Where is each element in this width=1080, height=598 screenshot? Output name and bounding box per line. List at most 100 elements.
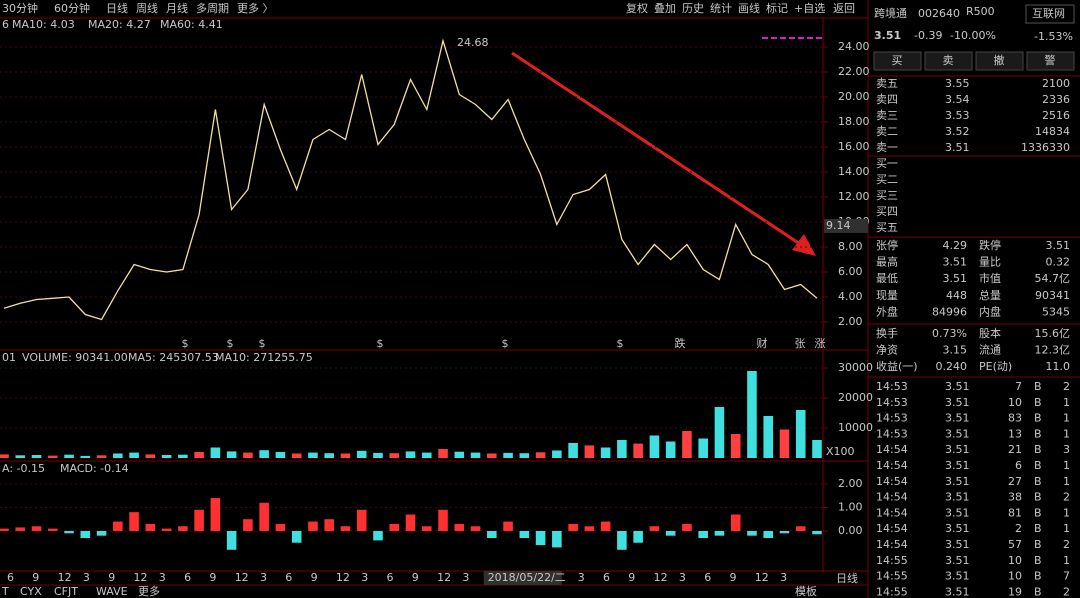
indicator-label: 6	[2, 18, 9, 31]
ask-label: 卖二	[876, 125, 898, 138]
period-tab[interactable]: 60分钟	[54, 1, 90, 15]
event-marker: $	[617, 337, 624, 350]
trade-volume: 57	[1008, 538, 1022, 551]
period-tab[interactable]: 更多 〉	[237, 1, 274, 15]
tool-button[interactable]: +自选	[794, 2, 825, 15]
trade-count: 1	[1063, 475, 1070, 488]
volume-bar	[568, 443, 578, 458]
bottom-tab[interactable]: CFJT	[54, 585, 78, 598]
stat-label: 收益(一)	[876, 359, 918, 373]
x-tick-label: 6	[603, 571, 610, 584]
tool-button[interactable]: 画线	[738, 1, 760, 15]
trade-button[interactable]	[924, 51, 973, 71]
bottom-tab[interactable]: WAVE	[96, 585, 128, 598]
trade-price: 3.51	[945, 491, 970, 504]
tool-button[interactable]: 复权	[626, 1, 648, 15]
macd-bar	[584, 526, 595, 531]
volume-bar	[291, 453, 302, 458]
stat-label: 换手	[876, 326, 898, 340]
volume-bar	[649, 435, 660, 458]
bid-label: 买五	[876, 221, 898, 234]
macd-bar	[129, 512, 139, 531]
macd-bar	[487, 530, 497, 539]
volume-bar	[259, 450, 269, 458]
trade-count: 2	[1063, 380, 1070, 393]
trade-volume: 81	[1008, 506, 1022, 519]
y-tick-label: 18.00	[838, 115, 870, 128]
period-tab[interactable]: 30分钟	[2, 1, 38, 15]
trade-button[interactable]	[873, 51, 922, 71]
trade-count: 1	[1063, 427, 1070, 440]
macd-bar	[747, 530, 757, 536]
change-pct: -10.00%	[950, 29, 996, 42]
volume-bar	[665, 441, 676, 458]
ask-price: 3.53	[945, 109, 970, 122]
tool-button[interactable]: 标记	[766, 1, 788, 15]
trade-count: 1	[1063, 522, 1070, 535]
volume-bar	[161, 455, 172, 458]
bid-label: 买三	[876, 189, 898, 202]
bottom-tab[interactable]: 更多	[138, 584, 160, 598]
period-tab[interactable]: 多周期	[196, 1, 229, 15]
sector-box	[1025, 4, 1075, 24]
date-box	[483, 571, 562, 585]
stat-value: 0.73%	[932, 327, 967, 340]
macd-bar	[0, 528, 9, 531]
change: -0.39	[914, 29, 942, 42]
macd-bar	[373, 530, 383, 541]
volume-bar	[487, 453, 497, 458]
trade-price: 3.51	[945, 396, 970, 409]
arrow-head	[792, 234, 816, 256]
macd-bar	[291, 530, 302, 543]
tool-button[interactable]: 返回	[833, 2, 855, 15]
macd-bar	[308, 521, 318, 531]
trade-time: 14:53	[876, 396, 908, 409]
indicator-label: MA10: 271255.75	[215, 351, 313, 364]
trade-button-label[interactable]: 买	[892, 54, 903, 67]
macd-bar	[454, 523, 465, 531]
macd-bar	[519, 530, 530, 539]
tool-button[interactable]: 叠加	[654, 2, 676, 15]
ask-label: 卖五	[876, 77, 898, 90]
tool-button[interactable]: 统计	[710, 2, 732, 15]
macd-bar	[730, 514, 741, 531]
y-tick-label: 20000	[838, 391, 873, 404]
x-tick-label: 9	[412, 571, 419, 584]
tool-button[interactable]: 历史	[682, 2, 704, 15]
macd-bar	[682, 523, 692, 531]
trade-price: 3.51	[945, 538, 970, 551]
x-tick-label: 6	[7, 571, 14, 584]
period-tab[interactable]: 周线	[136, 1, 158, 15]
trade-button-label[interactable]: 卖	[943, 54, 954, 67]
volume-bar	[47, 455, 58, 458]
trade-button-label[interactable]: 撤	[994, 53, 1005, 67]
stat-label: 现量	[876, 289, 898, 302]
template-button[interactable]: 模板	[795, 584, 817, 598]
stat-label: 流通	[979, 343, 1001, 357]
trade-count: 1	[1063, 554, 1070, 567]
volume-bar	[324, 453, 334, 458]
macd-bar	[779, 530, 790, 534]
trade-side: B	[1034, 522, 1042, 535]
volume-bar	[178, 454, 188, 458]
y-tick-label: 16.00	[838, 140, 870, 153]
y-tick-label: 12.00	[838, 190, 870, 203]
trade-volume: 27	[1008, 475, 1022, 488]
bottom-tab[interactable]: T	[1, 585, 9, 598]
macd-bar	[80, 530, 91, 539]
trade-button[interactable]	[975, 51, 1024, 71]
trade-side: B	[1034, 554, 1042, 567]
volume-bar	[389, 453, 400, 458]
sector[interactable]: 互联网	[1032, 7, 1065, 20]
period-tab[interactable]: 月线	[166, 1, 188, 15]
indicator-label: A: -0.15	[2, 462, 45, 475]
trade-time: 14:54	[876, 475, 908, 488]
trade-volume: 10	[1008, 554, 1022, 567]
bottom-tab[interactable]: CYX	[20, 585, 42, 598]
stat-label: 张停	[876, 238, 898, 252]
trade-button[interactable]	[1026, 51, 1075, 71]
y-tick-label: 2.00	[838, 315, 863, 328]
trade-button-label[interactable]: 警	[1045, 53, 1056, 67]
period-tab[interactable]: 日线	[106, 1, 128, 15]
